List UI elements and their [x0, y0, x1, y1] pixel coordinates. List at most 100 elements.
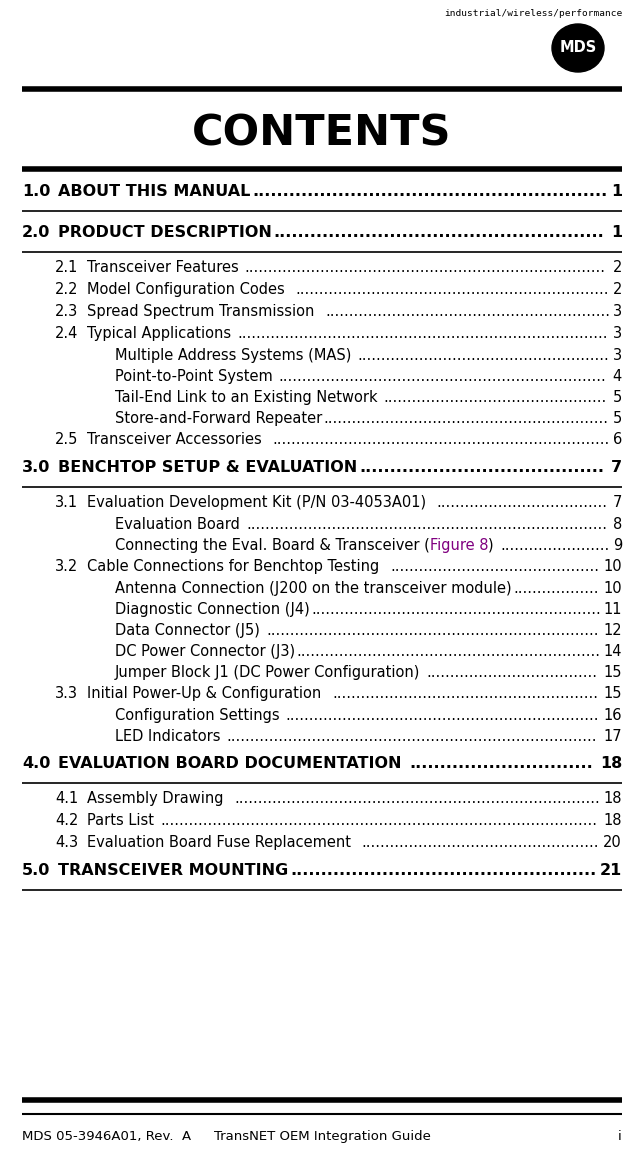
- Text: Transceiver Features: Transceiver Features: [87, 260, 243, 275]
- Text: i: i: [618, 1130, 622, 1143]
- Text: ............................................................................: ........................................…: [245, 260, 606, 275]
- Text: 10: 10: [603, 559, 622, 574]
- Text: 17: 17: [603, 729, 622, 744]
- Text: .....................................................................: ........................................…: [279, 369, 607, 384]
- Text: 18: 18: [603, 813, 622, 827]
- Text: 2: 2: [612, 282, 622, 297]
- Text: ..............................................................................: ........................................…: [237, 326, 608, 341]
- Text: 4.0: 4.0: [22, 756, 50, 771]
- Text: MDS 05-3946A01, Rev.  A: MDS 05-3946A01, Rev. A: [22, 1130, 191, 1143]
- Text: 18: 18: [603, 791, 622, 806]
- Text: 9: 9: [612, 538, 622, 553]
- Text: ................................................................: ........................................…: [296, 643, 601, 659]
- Text: TRANSCEIVER MOUNTING: TRANSCEIVER MOUNTING: [58, 863, 289, 878]
- Text: ............................................: ........................................…: [390, 559, 599, 574]
- Text: .............................................................................: ........................................…: [234, 791, 600, 806]
- Text: 10: 10: [603, 581, 622, 597]
- Text: 1: 1: [611, 184, 622, 199]
- Text: .......................: .......................: [500, 538, 609, 553]
- Text: ): ): [488, 538, 498, 553]
- Text: 11: 11: [603, 602, 622, 616]
- Text: 5: 5: [612, 411, 622, 425]
- Text: Cable Connections for Benchtop Testing: Cable Connections for Benchtop Testing: [87, 559, 388, 574]
- Text: TransNET OEM Integration Guide: TransNET OEM Integration Guide: [214, 1130, 430, 1143]
- Text: ......................................................................: ........................................…: [266, 624, 598, 638]
- Text: ...............................................: ........................................…: [384, 390, 607, 406]
- Text: industrial/wireless/performance: industrial/wireless/performance: [444, 9, 622, 18]
- Text: ..................................................................: ........................................…: [296, 282, 609, 297]
- Text: MDS: MDS: [560, 41, 596, 55]
- Text: Parts List: Parts List: [87, 813, 158, 827]
- Text: Tail-End Link to an Existing Network: Tail-End Link to an Existing Network: [115, 390, 383, 406]
- Text: 2.2: 2.2: [55, 282, 79, 297]
- Text: 5: 5: [612, 390, 622, 406]
- Text: 4.3: 4.3: [55, 834, 78, 850]
- Text: 3: 3: [613, 304, 622, 319]
- Text: ..................................................: ........................................…: [362, 834, 599, 850]
- Text: 3.2: 3.2: [55, 559, 79, 574]
- Text: Multiple Address Systems (MAS): Multiple Address Systems (MAS): [115, 348, 356, 363]
- Text: 4: 4: [612, 369, 622, 384]
- Text: Spread Spectrum Transmission: Spread Spectrum Transmission: [87, 304, 324, 319]
- Text: 2.1: 2.1: [55, 260, 79, 275]
- Text: 2.0: 2.0: [22, 225, 50, 240]
- Text: ..................: ..................: [513, 581, 598, 597]
- Text: Evaluation Board Fuse Replacement: Evaluation Board Fuse Replacement: [87, 834, 360, 850]
- Text: PRODUCT DESCRIPTION: PRODUCT DESCRIPTION: [58, 225, 272, 240]
- Text: 3.3: 3.3: [55, 686, 78, 701]
- Text: 5.0: 5.0: [22, 863, 50, 878]
- Text: ....................................: ....................................: [437, 495, 608, 510]
- Text: Evaluation Development Kit (P/N 03-4053A01): Evaluation Development Kit (P/N 03-4053A…: [87, 495, 435, 510]
- Text: 2.4: 2.4: [55, 326, 79, 341]
- Text: ................................................................................: ........................................…: [160, 813, 597, 827]
- Text: Typical Applications: Typical Applications: [87, 326, 236, 341]
- Ellipse shape: [552, 23, 604, 71]
- Text: ..................................................................: ........................................…: [286, 708, 599, 723]
- Text: 3: 3: [613, 348, 622, 363]
- Text: Initial Power-Up & Configuration: Initial Power-Up & Configuration: [87, 686, 330, 701]
- Text: Model Configuration Codes: Model Configuration Codes: [87, 282, 294, 297]
- Text: Antenna Connection (J200 on the transceiver module): Antenna Connection (J200 on the transcei…: [115, 581, 511, 597]
- Text: ABOUT THIS MANUAL: ABOUT THIS MANUAL: [58, 184, 251, 199]
- Text: 7: 7: [611, 459, 622, 475]
- Text: Diagnostic Connection (J4): Diagnostic Connection (J4): [115, 602, 310, 616]
- Text: ..............................: ..............................: [409, 756, 592, 771]
- Text: ............................................................................: ........................................…: [246, 517, 607, 532]
- Text: Store-and-Forward Repeater: Store-and-Forward Repeater: [115, 411, 322, 425]
- Text: CONTENTS: CONTENTS: [193, 113, 451, 154]
- Text: ....................................: ....................................: [426, 665, 598, 680]
- Text: ........................................: ........................................: [359, 459, 604, 475]
- Text: Evaluation Board: Evaluation Board: [115, 517, 245, 532]
- Text: Transceiver Accessories: Transceiver Accessories: [87, 432, 271, 447]
- Text: 12: 12: [603, 624, 622, 638]
- Text: 3.1: 3.1: [55, 495, 78, 510]
- Text: 3: 3: [613, 326, 622, 341]
- Text: ......................................................: ........................................…: [274, 225, 605, 240]
- Text: .............................................................: ........................................…: [311, 602, 601, 616]
- Text: ............................................................: ........................................…: [325, 304, 610, 319]
- Text: 3.0: 3.0: [22, 459, 50, 475]
- Text: 21: 21: [600, 863, 622, 878]
- Text: 16: 16: [603, 708, 622, 723]
- Text: Figure 8: Figure 8: [430, 538, 488, 553]
- Text: LED Indicators: LED Indicators: [115, 729, 225, 744]
- Text: 15: 15: [603, 665, 622, 680]
- Text: .......................................................................: ........................................…: [272, 432, 610, 447]
- Text: Assembly Drawing: Assembly Drawing: [87, 791, 232, 806]
- Text: 2.3: 2.3: [55, 304, 79, 319]
- Text: 2: 2: [612, 260, 622, 275]
- Text: EVALUATION BOARD DOCUMENTATION: EVALUATION BOARD DOCUMENTATION: [58, 756, 407, 771]
- Text: ............................................................: ........................................…: [324, 411, 609, 425]
- Text: 14: 14: [603, 643, 622, 659]
- Text: Jumper Block J1 (DC Power Configuration): Jumper Block J1 (DC Power Configuration): [115, 665, 425, 680]
- Text: 4.1: 4.1: [55, 791, 79, 806]
- Text: ..........................................................: ........................................…: [252, 184, 607, 199]
- Text: 1: 1: [611, 225, 622, 240]
- Text: DC Power Connector (J3): DC Power Connector (J3): [115, 643, 295, 659]
- Text: 1.0: 1.0: [22, 184, 50, 199]
- Text: 4.2: 4.2: [55, 813, 79, 827]
- Text: Connecting the Eval. Board & Transceiver (: Connecting the Eval. Board & Transceiver…: [115, 538, 430, 553]
- Text: .....................................................: ........................................…: [357, 348, 609, 363]
- Text: ........................................................: ........................................…: [332, 686, 598, 701]
- Text: Point-to-Point System: Point-to-Point System: [115, 369, 278, 384]
